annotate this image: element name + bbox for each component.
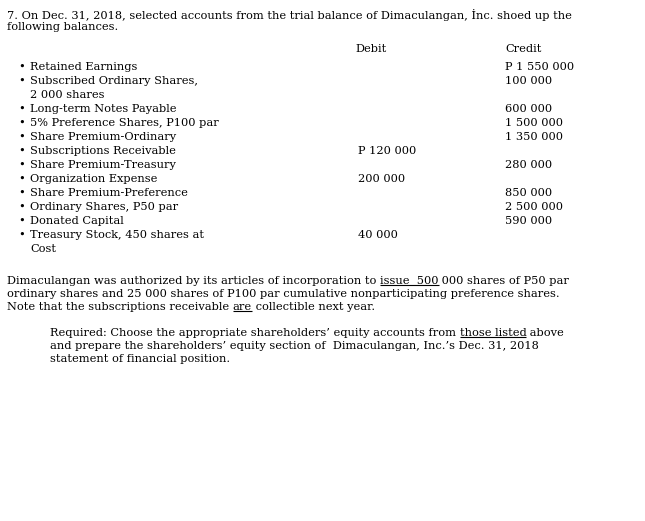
Text: Ordinary Shares, P50 par: Ordinary Shares, P50 par [30, 202, 178, 212]
Text: following balances.: following balances. [7, 22, 118, 32]
Text: Retained Earnings: Retained Earnings [30, 62, 137, 72]
Text: •: • [18, 230, 25, 240]
Text: Subscriptions Receivable: Subscriptions Receivable [30, 146, 176, 156]
Text: statement of financial position.: statement of financial position. [50, 354, 230, 364]
Text: 2 500 000: 2 500 000 [505, 202, 563, 212]
Text: •: • [18, 188, 25, 198]
Text: those listed: those listed [460, 328, 526, 338]
Text: ordinary shares and 25 000 shares of P100 par cumulative nonparticipating prefer: ordinary shares and 25 000 shares of P10… [7, 289, 560, 299]
Text: 7. On Dec. 31, 2018, selected accounts from the trial balance of Dimaculangan, İ: 7. On Dec. 31, 2018, selected accounts f… [7, 9, 572, 21]
Text: •: • [18, 202, 25, 212]
Text: Donated Capital: Donated Capital [30, 216, 124, 226]
Text: above: above [526, 328, 564, 338]
Text: Cost: Cost [30, 244, 56, 254]
Text: •: • [18, 104, 25, 114]
Text: Treasury Stock, 450 shares at: Treasury Stock, 450 shares at [30, 230, 204, 240]
Text: •: • [18, 132, 25, 142]
Text: 850 000: 850 000 [505, 188, 552, 198]
Text: Credit: Credit [505, 44, 541, 54]
Text: 1 350 000: 1 350 000 [505, 132, 563, 142]
Text: 2 000 shares: 2 000 shares [30, 90, 104, 100]
Text: and prepare the shareholders’ equity section of  Dimaculangan, Inc.’s Dec. 31, 2: and prepare the shareholders’ equity sec… [50, 341, 539, 351]
Text: 000 shares of P50 par: 000 shares of P50 par [439, 276, 570, 286]
Text: Share Premium-Preference: Share Premium-Preference [30, 188, 188, 198]
Text: Note that the subscriptions receivable: Note that the subscriptions receivable [7, 302, 233, 312]
Text: 200 000: 200 000 [358, 174, 405, 184]
Text: •: • [18, 118, 25, 128]
Text: 1 500 000: 1 500 000 [505, 118, 563, 128]
Text: Share Premium-Treasury: Share Premium-Treasury [30, 160, 176, 170]
Text: P 120 000: P 120 000 [358, 146, 416, 156]
Text: Organization Expense: Organization Expense [30, 174, 157, 184]
Text: are: are [233, 302, 252, 312]
Text: •: • [18, 216, 25, 226]
Text: Share Premium-Ordinary: Share Premium-Ordinary [30, 132, 176, 142]
Text: 100 000: 100 000 [505, 76, 552, 86]
Text: •: • [18, 146, 25, 156]
Text: 600 000: 600 000 [505, 104, 552, 114]
Text: •: • [18, 160, 25, 170]
Text: Subscribed Ordinary Shares,: Subscribed Ordinary Shares, [30, 76, 198, 86]
Text: Dimaculangan was authorized by its articles of incorporation to: Dimaculangan was authorized by its artic… [7, 276, 380, 286]
Text: •: • [18, 174, 25, 184]
Text: Debit: Debit [355, 44, 386, 54]
Text: 280 000: 280 000 [505, 160, 552, 170]
Text: •: • [18, 62, 25, 72]
Text: Long-term Notes Payable: Long-term Notes Payable [30, 104, 177, 114]
Text: issue  500: issue 500 [380, 276, 439, 286]
Text: Required: Choose the appropriate shareholders’ equity accounts from: Required: Choose the appropriate shareho… [50, 328, 460, 338]
Text: 40 000: 40 000 [358, 230, 398, 240]
Text: 5% Preference Shares, P100 par: 5% Preference Shares, P100 par [30, 118, 219, 128]
Text: 590 000: 590 000 [505, 216, 552, 226]
Text: collectible next year.: collectible next year. [252, 302, 375, 312]
Text: •: • [18, 76, 25, 86]
Text: P 1 550 000: P 1 550 000 [505, 62, 574, 72]
